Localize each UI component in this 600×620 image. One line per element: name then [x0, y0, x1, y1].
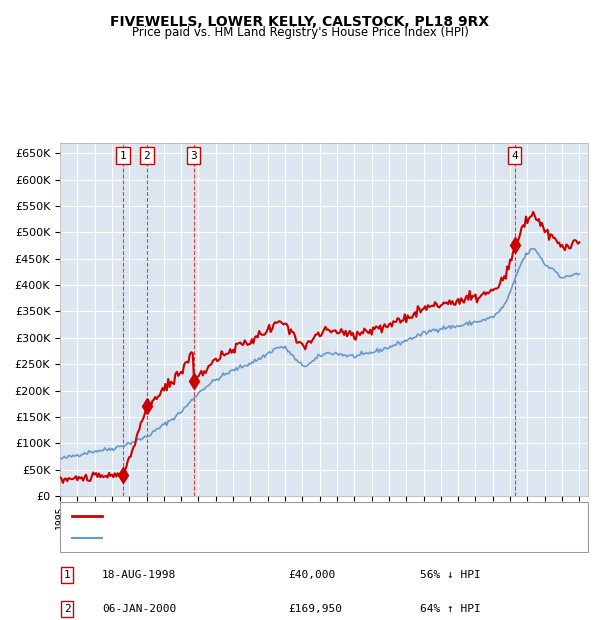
Text: 1: 1 [64, 570, 71, 580]
Text: Price paid vs. HM Land Registry's House Price Index (HPI): Price paid vs. HM Land Registry's House … [131, 26, 469, 39]
Text: 18-AUG-1998: 18-AUG-1998 [102, 570, 176, 580]
Text: 2: 2 [64, 604, 71, 614]
Text: 64% ↑ HPI: 64% ↑ HPI [420, 604, 481, 614]
Text: 3: 3 [190, 151, 197, 161]
Text: 56% ↓ HPI: 56% ↓ HPI [420, 570, 481, 580]
Text: FIVEWELLS, LOWER KELLY, CALSTOCK, PL18 9RX: FIVEWELLS, LOWER KELLY, CALSTOCK, PL18 9… [110, 16, 490, 30]
Text: 4: 4 [511, 151, 518, 161]
Text: FIVEWELLS, LOWER KELLY, CALSTOCK, PL18 9RX (detached house): FIVEWELLS, LOWER KELLY, CALSTOCK, PL18 9… [108, 511, 477, 521]
Text: HPI: Average price, detached house, Cornwall: HPI: Average price, detached house, Corn… [108, 533, 383, 543]
Text: 1: 1 [119, 151, 126, 161]
Text: £169,950: £169,950 [288, 604, 342, 614]
Text: £40,000: £40,000 [288, 570, 335, 580]
Text: 06-JAN-2000: 06-JAN-2000 [102, 604, 176, 614]
Text: 2: 2 [143, 151, 150, 161]
